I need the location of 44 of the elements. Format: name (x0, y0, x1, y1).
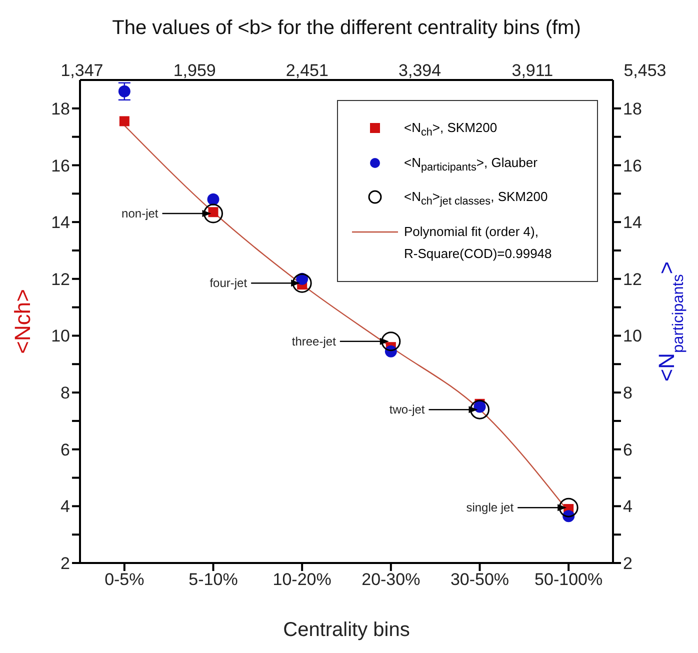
y-tick-label: 12 (51, 270, 70, 289)
y2-tick-label: 4 (623, 497, 632, 516)
annotation: 3,911 (512, 61, 554, 80)
x-tick-label: 5-10% (188, 570, 238, 590)
y2-tick-label: 16 (623, 156, 642, 176)
x-axis-title: Centrality bins (283, 619, 410, 641)
x-tick-label: 50-100% (534, 570, 603, 590)
legend-label: Polynomial fit (order 4), R-Square(COD)=0.99948 (404, 224, 552, 261)
text: 5,453 (624, 61, 666, 80)
annotation: non-jet (122, 206, 159, 221)
annotation: single jet (466, 500, 514, 515)
y2-tick-label: 10 (623, 326, 642, 346)
annotation: 2,451 (286, 61, 328, 80)
y-tick-label: 16 (51, 156, 70, 176)
point (118, 85, 130, 98)
annotation: three-jet (292, 334, 337, 348)
y-tick-label: 8 (60, 384, 70, 403)
legend-label: <N$_{ch}$>, SKM200 (404, 120, 498, 139)
legend-label: <N$_{participants}$>, Glauber (404, 154, 538, 174)
y-tick-label: 18 (51, 99, 70, 118)
x-tick-label: 20-30% (362, 570, 420, 590)
point (207, 193, 220, 206)
legend-label: <N$_{ch}$>$_{jet classes}$, SKM200 (404, 189, 548, 208)
y2-tick-label: 2 (623, 554, 632, 574)
annotation: 1,347 (60, 61, 104, 80)
y-tick-label: 2 (60, 554, 70, 574)
x-tick-label: 10-20% (272, 570, 332, 590)
x-tick-label: 0-5% (104, 570, 144, 590)
y2-tick-label: 14 (623, 213, 642, 232)
y-tick-label: 4 (60, 497, 70, 516)
annotation: 1,959 (173, 61, 216, 80)
y-tick-label: 6 (60, 440, 70, 460)
x-tick-label: 30-50% (450, 570, 510, 590)
annotation: two-jet (389, 402, 426, 417)
y2-tick-label: 18 (623, 99, 642, 118)
y2-tick-label: 6 (623, 440, 632, 460)
y-axis-title: <Nch> (10, 289, 35, 354)
annotation: 3,394 (398, 61, 442, 80)
y2-tick-label: 8 (623, 384, 632, 403)
annotation: four-jet (210, 276, 248, 290)
y-tick-label: 14 (51, 213, 70, 232)
y2-tick-label: 12 (623, 270, 642, 289)
x2-axis-title: The values of <b> for the different centrality bins (fm) (112, 17, 581, 40)
y-tick-label: 10 (51, 326, 70, 346)
